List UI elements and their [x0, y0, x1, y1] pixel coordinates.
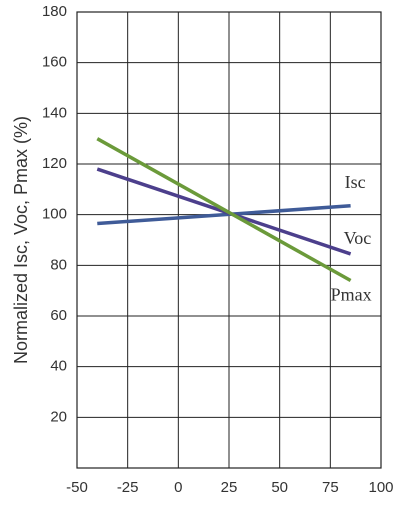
x-tick-label: -50 — [66, 479, 88, 496]
x-tick-label: 0 — [174, 479, 182, 496]
y-tick-label: 160 — [42, 54, 67, 71]
y-axis-label: Normalized Isc, Voc, Pmax (%) — [11, 116, 31, 364]
y-tick-label: 80 — [50, 256, 67, 273]
y-tick-label: 180 — [42, 3, 67, 20]
x-tick-label: 50 — [271, 479, 288, 496]
y-tick-label: 100 — [42, 206, 67, 223]
x-tick-label: 100 — [368, 479, 393, 496]
series-label: Pmax — [331, 285, 372, 305]
x-tick-label: -25 — [117, 479, 139, 496]
x-tick-label: 25 — [221, 479, 238, 496]
y-tick-label: 140 — [42, 104, 67, 121]
y-tick-label: 40 — [50, 358, 67, 375]
series-line — [96, 137, 352, 283]
series-label: Isc — [345, 172, 366, 192]
series-label: Voc — [344, 228, 372, 248]
y-tick-label: 60 — [50, 307, 67, 324]
x-tick-label: 75 — [322, 479, 339, 496]
series-line — [97, 204, 351, 226]
plot-border — [76, 11, 382, 469]
y-tick-label: 20 — [50, 408, 67, 425]
y-tick-label: 120 — [42, 155, 67, 172]
